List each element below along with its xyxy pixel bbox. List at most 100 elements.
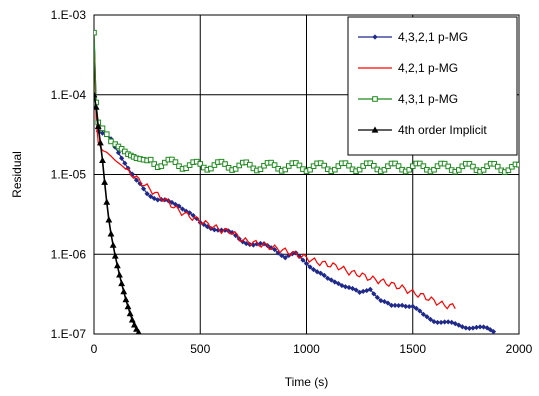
data-point [107,230,115,237]
data-point [367,286,373,293]
legend-label: 4,2,1 p-MG [398,61,458,75]
data-point [310,163,317,169]
data-point [370,162,377,169]
data-point [378,298,384,304]
data-point [371,291,377,297]
data-point [321,272,327,279]
y-tick-label: 1.E-03 [51,8,87,22]
legend-label: 4th order Implicit [398,123,487,137]
data-point [236,162,243,169]
data-point [494,163,501,170]
data-point [372,96,378,102]
data-point [275,250,281,256]
data-point [109,241,117,248]
data-point [381,166,388,173]
data-point [381,298,388,305]
data-point [257,240,264,247]
data-point [183,165,189,171]
data-point [296,253,303,260]
data-point [339,282,345,289]
data-point [94,103,100,110]
data-point [172,159,179,165]
data-point [201,221,207,228]
data-point [151,161,158,167]
data-point [424,314,430,320]
data-point [516,161,519,168]
data-point [374,294,380,301]
data-point [335,280,341,287]
data-point [247,161,253,168]
data-point [197,161,204,167]
series-2 [94,29,519,175]
legend-label: 4,3,1 p-MG [398,92,458,106]
x-axis-label: Time (s) [285,375,329,389]
data-point [285,163,292,169]
x-tick-label: 2000 [506,342,533,356]
data-point [101,178,109,185]
x-axis-ticks: 0 500 1000 1500 2000 [91,342,533,356]
data-point [261,162,267,169]
data-point [140,186,147,192]
legend-item: 4,3,2,1 p-MG [358,30,468,44]
data-point [395,163,402,169]
data-point [455,167,462,173]
series-1 [94,32,456,310]
y-axis-label: Residual [10,151,24,198]
data-point [395,302,402,309]
data-point [480,167,487,173]
data-point [158,163,165,169]
data-point [431,166,437,173]
series-layer [94,29,519,334]
data-point [133,177,140,183]
data-point [470,325,476,331]
x-tick-label: 500 [190,342,210,356]
data-point [325,275,331,281]
data-point [208,165,214,172]
legend-item: 4th order Implicit [358,123,487,137]
data-point [303,261,310,267]
data-point [272,246,278,253]
data-point [144,191,150,197]
data-point [310,266,317,273]
data-point [215,227,221,233]
data-point [162,159,168,166]
data-point [124,303,132,310]
data-point [271,162,278,168]
data-point [122,160,128,166]
data-point [420,311,426,317]
legend-label: 4,3,2,1 p-MG [398,30,468,44]
data-point [103,198,111,205]
data-point [466,325,473,331]
data-point [155,197,161,203]
data-point [211,162,218,168]
data-point [346,162,352,169]
data-point [128,316,136,323]
data-point [449,319,455,325]
y-tick-label: 1.E-06 [51,247,87,261]
y-tick-label: 1.E-04 [51,88,87,102]
data-point [328,277,334,283]
data-point [332,279,338,285]
data-point [403,303,409,309]
data-point [420,163,427,169]
data-point [99,130,106,136]
data-point [427,316,434,322]
data-point [332,166,338,173]
data-point [222,161,228,167]
data-point [490,329,497,334]
data-point [94,122,102,130]
y-tick-label: 1.E-07 [51,327,87,341]
data-point [282,255,288,261]
data-point [406,303,412,310]
data-point [113,262,121,269]
data-point [360,288,366,294]
data-point [385,300,391,306]
data-point [103,131,110,138]
data-point [122,295,130,303]
legend: 4,3,2,1 p-MG 4,2,1 p-MG 4,3,1 p-MG 4th orde… [347,16,518,156]
data-point [94,29,97,36]
data-point [372,34,378,40]
data-point [473,324,480,330]
data-point [445,163,451,170]
data-point [169,199,175,206]
